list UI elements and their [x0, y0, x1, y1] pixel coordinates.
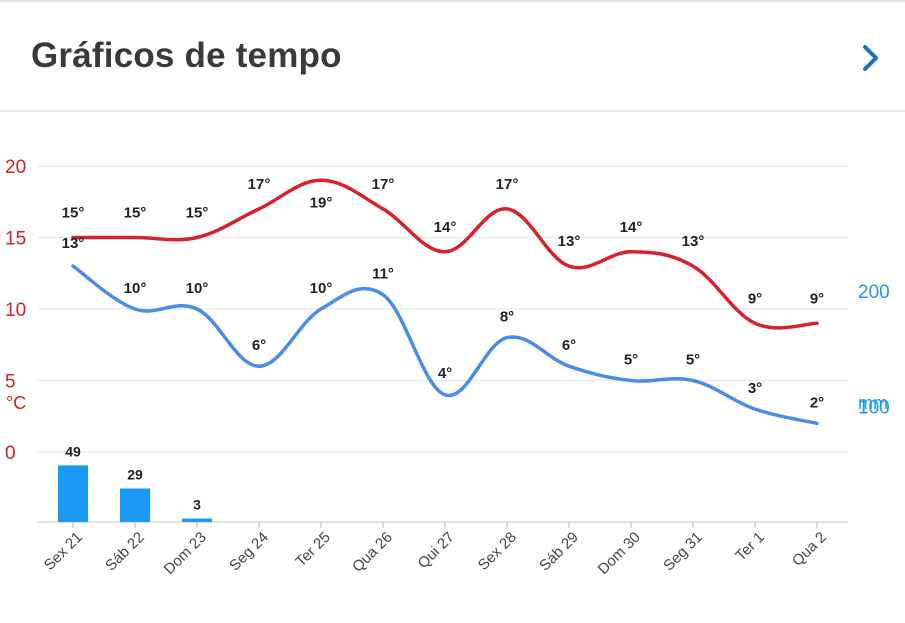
header: Gráficos de tempo	[0, 2, 905, 112]
x-tick-label: Qua 26	[349, 529, 396, 576]
min-temp-label: 5°	[624, 352, 638, 369]
max-temp-line	[71, 178, 819, 330]
min-temp-label: 11°	[372, 266, 394, 283]
max-temp-label: 17°	[248, 176, 271, 193]
min-temp-label: 10°	[186, 280, 209, 297]
x-tick-label: Sáb 22	[102, 529, 148, 575]
max-temp-label: 14°	[620, 219, 643, 236]
min-temp-label: 5°	[686, 352, 700, 369]
max-temp-label: 9°	[810, 290, 824, 307]
right-tick-label: 100	[858, 397, 890, 418]
x-tick-label: Seg 24	[226, 529, 272, 575]
top-divider	[0, 0, 905, 2]
min-temp-label: 3°	[748, 380, 762, 397]
precip-bar	[120, 488, 150, 522]
x-tick-label: Dom 23	[161, 529, 210, 578]
min-temp-label: 6°	[562, 337, 576, 354]
min-temp-label: 10°	[310, 280, 333, 297]
max-temp-label: 15°	[62, 205, 85, 222]
bar-value-label: 29	[127, 466, 143, 482]
weather-chart: 20 15 10 5 0 200 100 Sex 21 Sáb 22 Dom 23 Seg 24 Te…	[5, 157, 890, 578]
x-tick-label: Ter 25	[292, 529, 334, 571]
chevron-right-icon[interactable]	[851, 38, 891, 78]
min-temp-label: 13°	[62, 235, 85, 252]
x-tick-label: Sáb 29	[536, 529, 582, 575]
x-tick-label: Sex 28	[475, 529, 520, 574]
min-temp-label: 6°	[252, 337, 266, 354]
max-temp-label: 15°	[124, 205, 147, 222]
bar-value-label: 3	[193, 497, 201, 513]
min-temp-label: 4°	[438, 365, 452, 382]
left-tick-label: 10	[5, 300, 26, 321]
max-temp-label: 9°	[748, 290, 762, 307]
precip-bar	[182, 518, 212, 522]
min-temp-label: 10°	[124, 280, 147, 297]
max-temp-label: 15°	[186, 205, 209, 222]
x-tick-label: Sex 21	[41, 529, 86, 574]
bar-value-label: 49	[65, 443, 81, 459]
left-axis-unit: °C	[6, 393, 27, 413]
left-tick-label: 20	[5, 157, 26, 178]
precip-bar	[58, 465, 88, 522]
max-temp-label: 19°	[310, 194, 333, 211]
max-temp-label: 17°	[496, 176, 519, 193]
right-tick-label: 200	[858, 282, 890, 303]
x-tick-label: Ter 1	[732, 529, 768, 565]
min-temp-label: 8°	[500, 309, 514, 326]
right-axis-unit: mm	[858, 393, 888, 413]
max-temp-label: 14°	[434, 219, 457, 236]
max-temp-label: 13°	[682, 233, 705, 250]
left-tick-label: 0	[5, 443, 16, 464]
left-tick-label: 15	[5, 229, 26, 250]
page-title: Gráficos de tempo	[31, 36, 342, 75]
x-tick-label: Qui 27	[415, 529, 458, 572]
left-tick-label: 5	[5, 372, 16, 393]
x-tick-label: Dom 30	[595, 529, 644, 578]
min-temp-line	[71, 264, 819, 426]
x-tick-label: Qua 2	[789, 529, 830, 570]
max-temp-label: 13°	[558, 233, 581, 250]
min-temp-label: 2°	[810, 394, 824, 411]
x-tick-label: Seg 31	[660, 529, 706, 575]
max-temp-label: 17°	[372, 176, 395, 193]
